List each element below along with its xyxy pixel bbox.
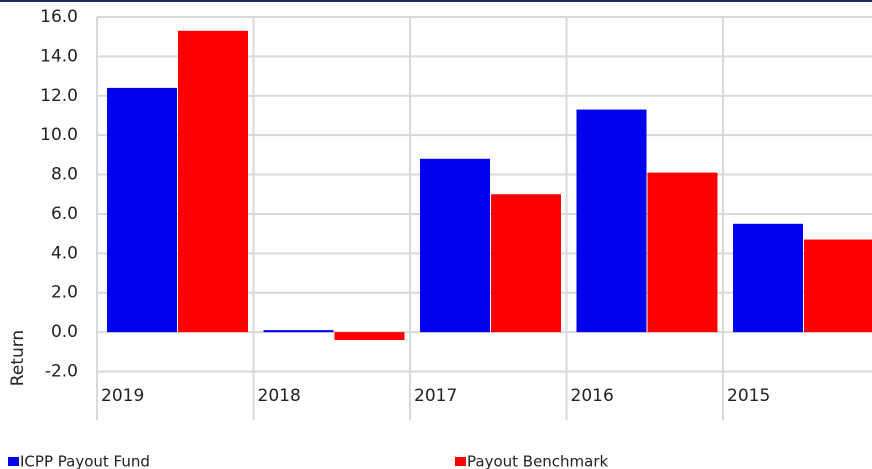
bar [647, 172, 718, 333]
y-tick-label: 0.0 [51, 322, 78, 342]
legend-swatch [455, 457, 466, 466]
bar [178, 30, 248, 333]
x-tick-label: 2017 [414, 386, 457, 406]
bar [107, 87, 177, 333]
y-tick-label: 6.0 [51, 204, 78, 224]
y-tick-label: 4.0 [51, 243, 78, 263]
bar [334, 332, 405, 340]
y-tick-label: 2.0 [51, 283, 78, 303]
y-tick-label: 12.0 [40, 86, 78, 106]
top-border [0, 0, 872, 2]
y-tick-label: 10.0 [40, 125, 78, 145]
bar [733, 223, 803, 333]
x-tick-label: 2015 [727, 386, 770, 406]
bar [420, 158, 490, 333]
x-tick-label: 2019 [101, 386, 144, 406]
x-tick-label: 2016 [571, 386, 614, 406]
y-tick-label: 14.0 [40, 46, 78, 66]
x-tick-label: 2018 [258, 386, 301, 406]
bar [804, 239, 872, 333]
y-tick-label: 16.0 [40, 7, 78, 27]
legend-label: Payout Benchmark [467, 453, 609, 469]
y-axis-label: Return [8, 330, 28, 386]
legend-swatch [8, 457, 19, 466]
y-tick-label: 8.0 [51, 165, 78, 185]
legend-label: ICPP Payout Fund [20, 453, 150, 469]
bar [491, 194, 561, 333]
y-tick-label: -2.0 [45, 362, 78, 382]
bar [576, 109, 647, 333]
bar [263, 330, 334, 333]
